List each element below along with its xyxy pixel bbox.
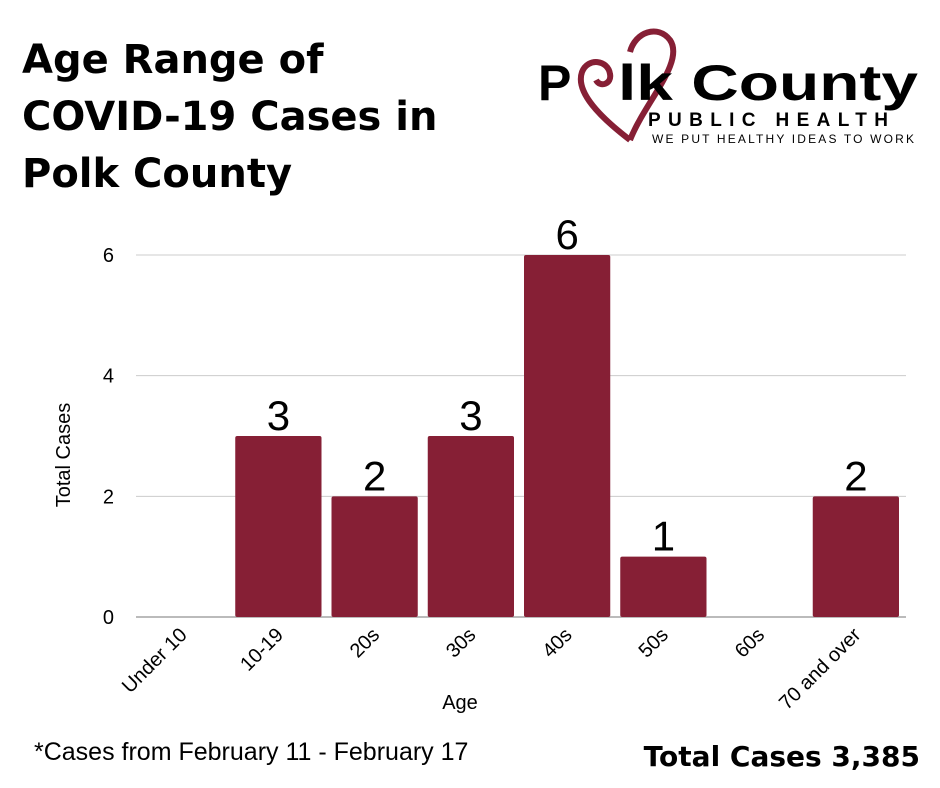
bar-30s [427, 436, 514, 617]
svg-text:lk County: lk County [618, 55, 918, 111]
x-tick-label: 10-19 [236, 624, 288, 676]
y-tick-label: 6 [103, 245, 114, 267]
polk-county-logo: P lk County PUBLIC HEALTH WE PUT HEALTHY… [538, 28, 918, 146]
y-tick-label: 4 [103, 366, 114, 388]
x-tick-label: 60s [731, 624, 769, 662]
date-range-footnote: *Cases from February 11 - February 17 [34, 738, 469, 766]
bar-10-19 [235, 436, 322, 617]
bar-50s [620, 556, 707, 617]
bar-chart: 0 2 4 6 Under 10 3 10-19 2 20s 3 30s 6 40s 1 50s 60s 2 70… [53, 211, 906, 714]
x-tick-label: 40s [538, 624, 576, 662]
x-tick-label: 70 and over [775, 624, 865, 714]
x-tick-label: 30s [442, 624, 480, 662]
x-tick-label: 20s [346, 624, 384, 662]
bar-70-and-over [812, 496, 899, 617]
data-label: 1 [652, 513, 675, 560]
bar-40s [524, 255, 611, 617]
data-label: 3 [459, 392, 482, 439]
svg-text:P: P [538, 55, 571, 111]
x-tick-label: 50s [635, 624, 673, 662]
data-label: 2 [363, 452, 386, 499]
x-axis-title: Age [442, 692, 478, 714]
y-axis-title: Total Cases [53, 403, 75, 508]
total-cases: Total Cases 3,385 [643, 740, 920, 773]
y-tick-label: 2 [103, 486, 114, 508]
data-label: 2 [844, 452, 867, 499]
y-tick-label: 0 [103, 607, 114, 629]
bar-20s [331, 496, 418, 617]
svg-text:WE PUT HEALTHY IDEAS TO WORK: WE PUT HEALTHY IDEAS TO WORK [652, 132, 914, 146]
chart-title: Age Range of COVID-19 Cases in Polk Coun… [22, 37, 438, 197]
x-tick-label: Under 10 [118, 624, 192, 698]
data-label: 3 [267, 392, 290, 439]
data-label: 6 [555, 211, 578, 258]
